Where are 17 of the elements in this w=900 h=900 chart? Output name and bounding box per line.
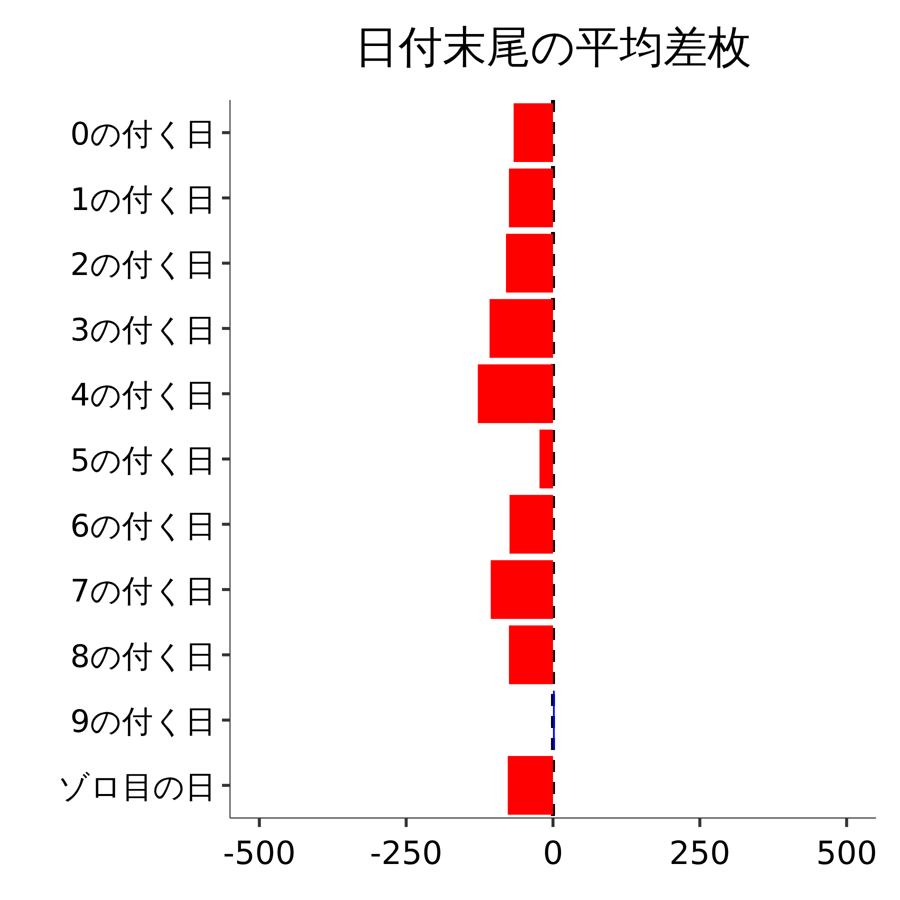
y-tick-label: 1の付く日 bbox=[70, 182, 216, 218]
y-tick-label: 0の付く日 bbox=[70, 116, 216, 153]
y-tick-label: 8の付く日 bbox=[70, 638, 216, 675]
y-tick-label: 9の付く日 bbox=[70, 704, 216, 740]
y-tick-label: 7の付く日 bbox=[70, 574, 216, 610]
y-tick-label: 3の付く日 bbox=[70, 312, 216, 348]
y-tick-label: ゾロ目の日 bbox=[58, 769, 216, 806]
x-tick-label: 500 bbox=[816, 834, 878, 872]
x-tick-label: 250 bbox=[669, 834, 730, 872]
x-tick-label: -250 bbox=[370, 834, 442, 872]
x-tick-label: 0 bbox=[542, 834, 564, 872]
chart-title: 日付末尾の平均差枚 bbox=[354, 22, 752, 73]
y-tick-label: 6の付く日 bbox=[70, 508, 216, 544]
y-tick-label: 2の付く日 bbox=[70, 247, 216, 284]
y-tick-label: 5の付く日 bbox=[70, 443, 216, 479]
x-tick-label: -500 bbox=[223, 834, 296, 872]
y-tick-label: 4の付く日 bbox=[70, 378, 216, 414]
